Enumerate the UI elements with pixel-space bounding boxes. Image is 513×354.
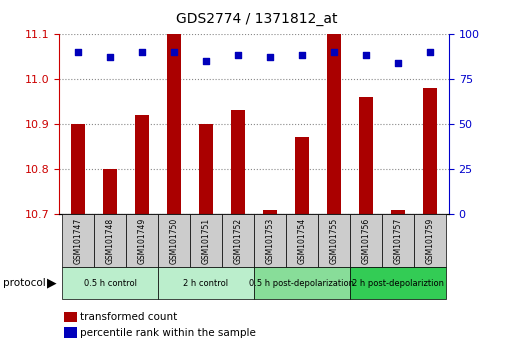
Point bbox=[234, 52, 242, 58]
Bar bbox=[167, 20, 181, 214]
Bar bbox=[350, 214, 382, 267]
Bar bbox=[413, 214, 446, 267]
Point bbox=[138, 49, 146, 55]
Point bbox=[362, 52, 370, 58]
Text: GSM101753: GSM101753 bbox=[265, 218, 274, 264]
Text: protocol: protocol bbox=[3, 278, 45, 288]
Point bbox=[330, 49, 338, 55]
Text: GSM101749: GSM101749 bbox=[137, 218, 147, 264]
Text: GSM101750: GSM101750 bbox=[169, 218, 179, 264]
Point bbox=[426, 49, 434, 55]
Point bbox=[74, 49, 82, 55]
Text: GSM101748: GSM101748 bbox=[106, 218, 114, 264]
Bar bbox=[94, 214, 126, 267]
Bar bbox=[327, 20, 341, 214]
Bar bbox=[350, 267, 446, 299]
Text: 2 h control: 2 h control bbox=[184, 279, 229, 288]
Bar bbox=[71, 124, 85, 214]
Bar bbox=[382, 214, 413, 267]
Text: GSM101747: GSM101747 bbox=[74, 218, 83, 264]
Point bbox=[170, 49, 178, 55]
Bar bbox=[318, 214, 350, 267]
Text: GSM101751: GSM101751 bbox=[202, 218, 210, 264]
Bar bbox=[126, 214, 158, 267]
Bar bbox=[190, 214, 222, 267]
Text: 2 h post-depolariztion: 2 h post-depolariztion bbox=[352, 279, 444, 288]
Point bbox=[298, 52, 306, 58]
Bar bbox=[199, 124, 213, 214]
Point bbox=[106, 54, 114, 60]
Bar bbox=[158, 214, 190, 267]
Text: 0.5 h control: 0.5 h control bbox=[84, 279, 136, 288]
Bar bbox=[135, 115, 149, 214]
Bar bbox=[263, 210, 277, 214]
Point bbox=[202, 58, 210, 64]
Bar bbox=[158, 267, 254, 299]
Bar bbox=[294, 137, 309, 214]
Bar bbox=[103, 169, 117, 214]
Text: ▶: ▶ bbox=[47, 277, 56, 290]
Bar bbox=[222, 214, 254, 267]
Bar bbox=[390, 210, 405, 214]
Text: GSM101759: GSM101759 bbox=[425, 218, 434, 264]
Text: GSM101754: GSM101754 bbox=[298, 218, 306, 264]
Text: GSM101757: GSM101757 bbox=[393, 218, 402, 264]
Bar bbox=[62, 267, 158, 299]
Bar bbox=[62, 214, 94, 267]
Bar bbox=[254, 267, 350, 299]
Bar bbox=[231, 110, 245, 214]
Text: percentile rank within the sample: percentile rank within the sample bbox=[80, 328, 255, 338]
Point bbox=[266, 54, 274, 60]
Text: GSM101756: GSM101756 bbox=[361, 218, 370, 264]
Point bbox=[393, 60, 402, 65]
Bar bbox=[423, 88, 437, 214]
Text: 0.5 h post-depolarization: 0.5 h post-depolarization bbox=[249, 279, 354, 288]
Text: GSM101752: GSM101752 bbox=[233, 218, 243, 264]
Bar bbox=[254, 214, 286, 267]
Text: GSM101755: GSM101755 bbox=[329, 218, 339, 264]
Text: GDS2774 / 1371812_at: GDS2774 / 1371812_at bbox=[176, 12, 337, 27]
Text: transformed count: transformed count bbox=[80, 312, 177, 322]
Bar bbox=[286, 214, 318, 267]
Bar bbox=[359, 97, 373, 214]
